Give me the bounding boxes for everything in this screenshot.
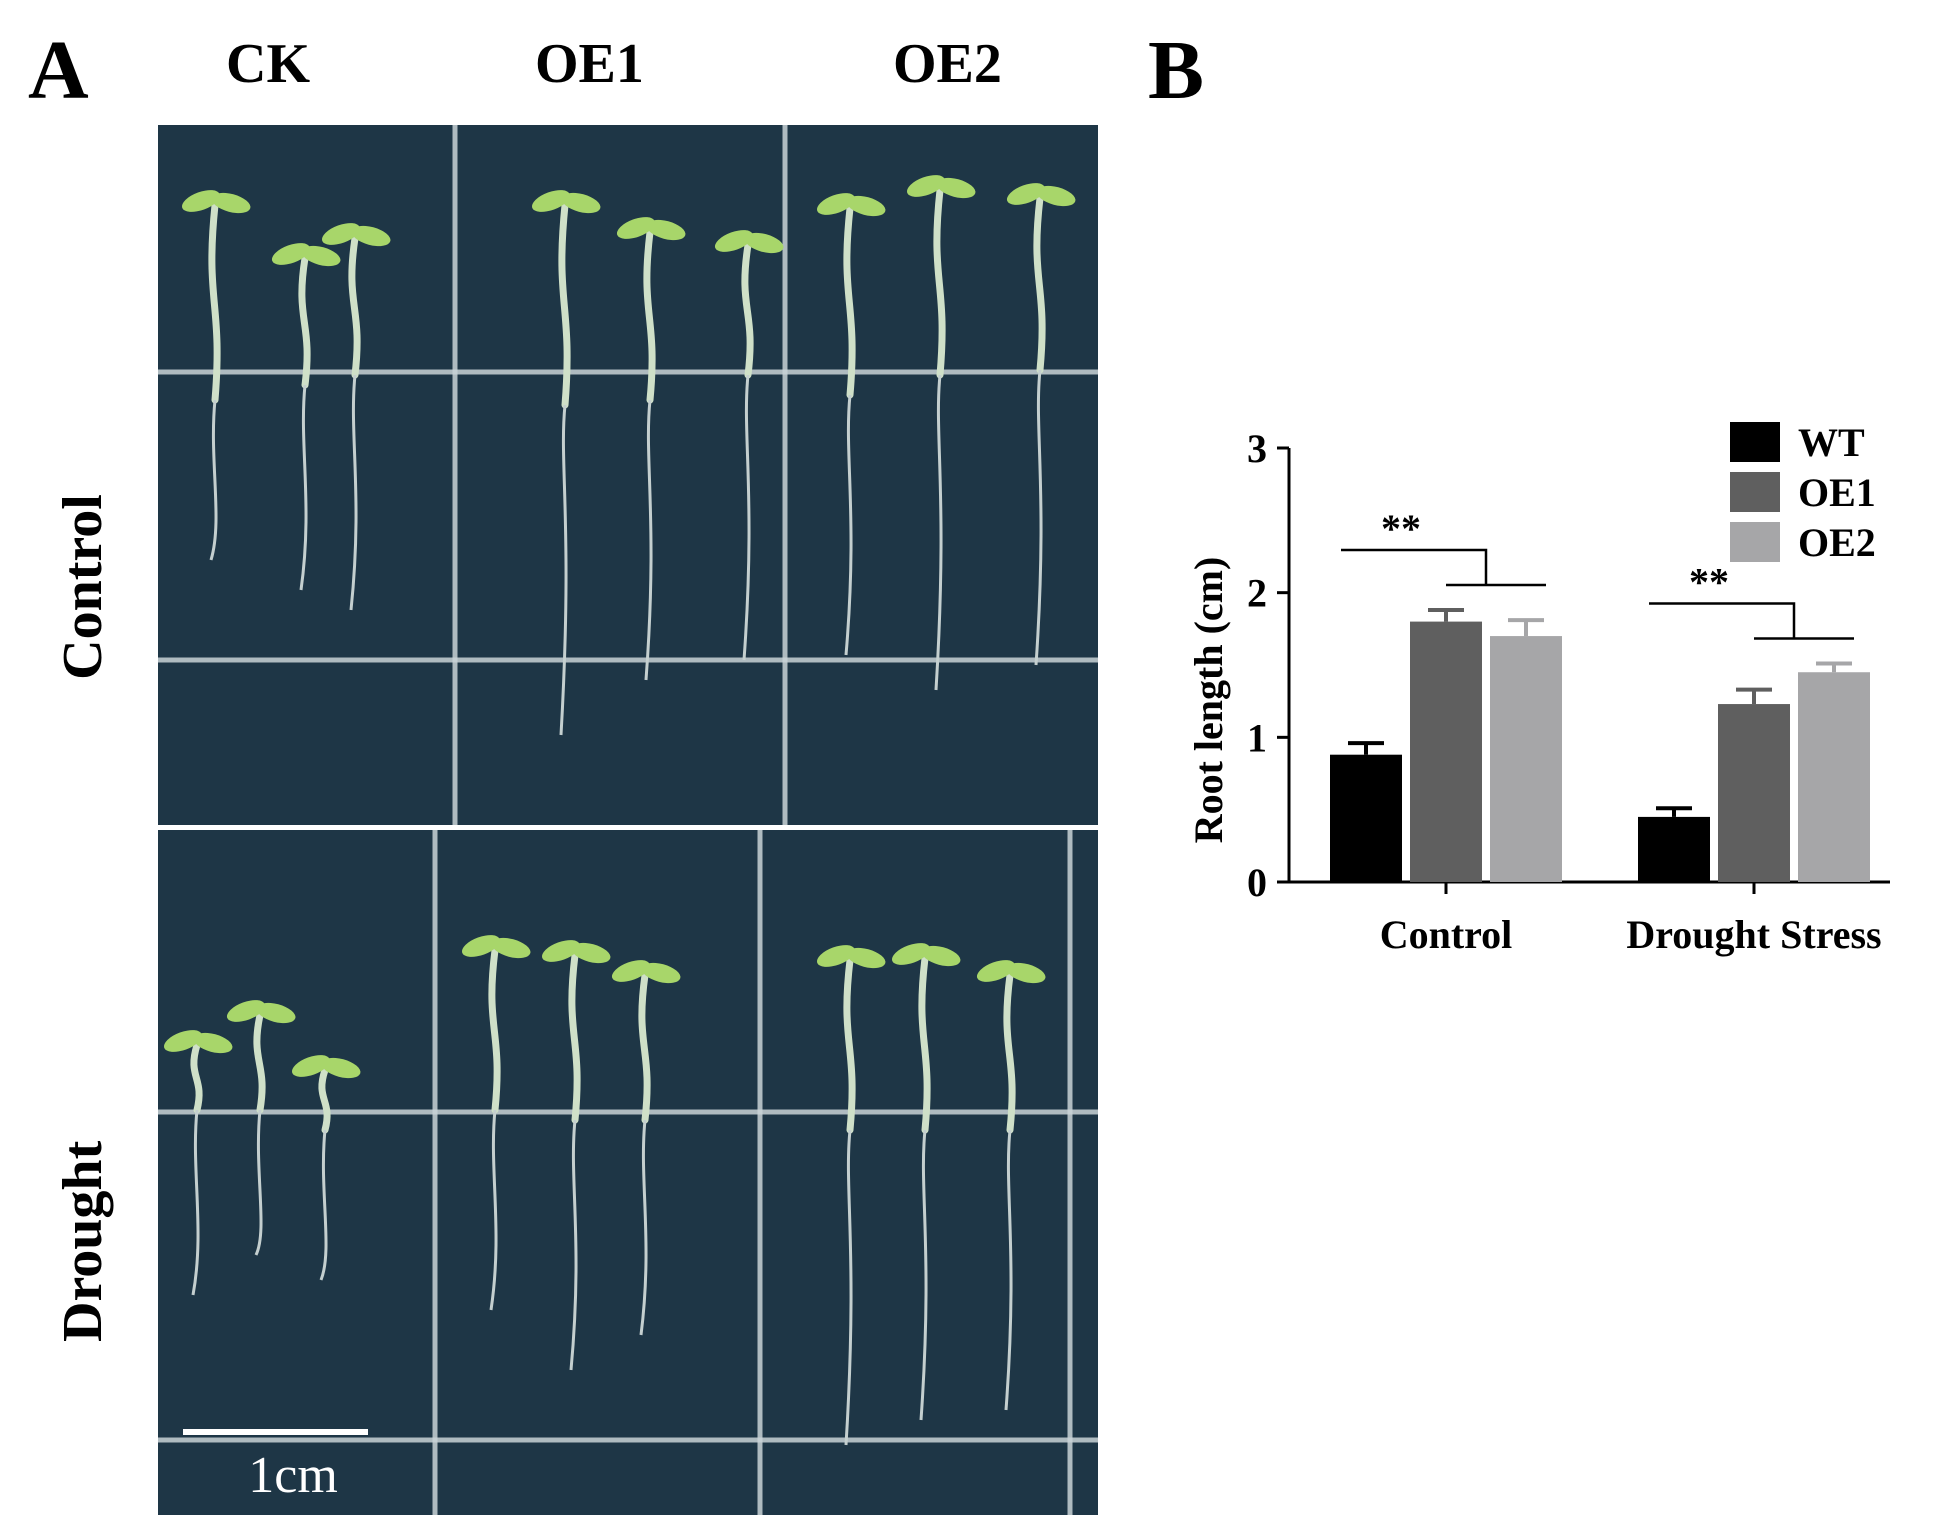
column-label-ck: CK [226,33,310,95]
chart-legend: WT OE1 OE2 [1730,420,1876,565]
x-tick-label: Control [1380,912,1513,957]
seedling [291,1055,361,1281]
seedling [181,190,251,561]
seedling [1006,183,1076,666]
bars [1330,608,1870,882]
panel-a-letter: A [28,24,89,117]
seedling [906,175,976,691]
significance-marker: ** [1381,506,1421,551]
y-tick-label: 0 [1247,860,1267,905]
legend-swatch-oe1 [1730,472,1780,512]
culture-plates [158,125,1098,1515]
bar-wt-0 [1330,754,1402,882]
seedling [531,190,601,736]
significance-bracket-upper [1649,602,1796,639]
seedling [816,193,886,656]
seedling [976,960,1046,1411]
legend-swatch-wt [1730,422,1780,462]
seedling [891,943,961,1421]
column-label-oe1: OE1 [535,33,644,95]
significance-bracket-upper [1341,548,1488,586]
seedlings [163,175,1076,1446]
legend-label-oe2: OE2 [1798,520,1876,565]
scale-bar-label: 1cm [248,1447,338,1504]
significance-brackets: ** ** [1341,506,1854,640]
legend-swatch-oe2 [1730,522,1780,562]
seedling [816,945,886,1446]
seedling [321,223,391,611]
legend-label-wt: WT [1798,420,1865,465]
y-tick-label: 2 [1247,571,1267,616]
seedling [461,935,531,1311]
y-tick-label: 1 [1247,715,1267,760]
root-length-chart: Root length (cm) 0 1 2 3 Control Drought Stre… [1186,420,1890,957]
x-tick-label: Drought Stress [1626,912,1881,957]
seedling [163,1030,233,1296]
seedling [714,230,784,661]
column-label-oe2: OE2 [893,33,1002,95]
y-tick-label: 3 [1247,426,1267,471]
seedling [616,217,686,681]
seedling-photo-panel: 1cm [158,125,1098,1515]
seedling [226,1000,296,1256]
chart-axes: 0 1 2 3 Control Drought Stress [1247,426,1890,957]
drought-plate [158,830,1098,1515]
seedling [541,940,611,1371]
bar-oe2-1 [1798,672,1870,882]
bar-oe2-0 [1490,636,1562,882]
bar-wt-1 [1638,816,1710,882]
panel-b-letter: B [1148,24,1205,117]
seedling [271,243,341,591]
scale-bar: 1cm [183,1429,368,1504]
legend-label-oe1: OE1 [1798,470,1876,515]
y-axis-label: Root length (cm) [1186,557,1231,844]
bar-oe1-0 [1410,621,1482,882]
bar-oe1-1 [1718,704,1790,882]
seedling [611,960,681,1336]
significance-marker: ** [1689,560,1729,605]
